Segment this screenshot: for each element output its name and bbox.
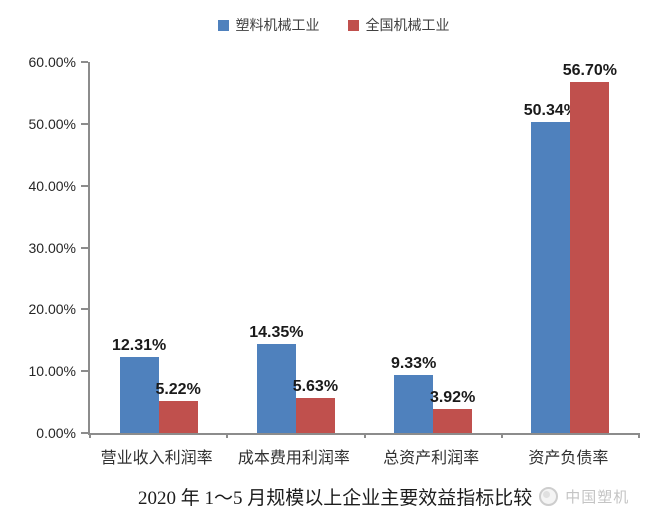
bar-group-3: 9.33% 3.92% [365, 62, 502, 433]
bar-blue-1 [119, 356, 159, 433]
bar-red-2 [295, 398, 335, 433]
bar-red-3 [433, 408, 473, 433]
y-axis-tick [81, 61, 88, 63]
y-axis-tick [81, 432, 88, 434]
caption: 2020 年 1～5 月规模以上企业主要效益指标比较 中国塑机 [138, 483, 629, 510]
bar-blue-3 [394, 375, 434, 433]
bar-wrap: 5.63% [292, 62, 339, 433]
bar-wrap: 5.22% [155, 62, 201, 433]
bar-red-4 [570, 82, 610, 433]
plot-area: 12.31% 5.22% 14.35% 5.63% 9.33% 3.92% 50.34% 56… [81, 61, 640, 438]
legend-label-plastic-machinery: 塑料机械工业 [235, 19, 320, 34]
data-label: 9.33% [390, 355, 437, 373]
legend-swatch-red-icon [347, 19, 359, 31]
y-axis-tick [81, 370, 88, 373]
legend-label-national-machinery: 全国机械工业 [365, 19, 450, 34]
x-axis-category-label: 资产负债率 [528, 450, 609, 467]
bar-wrap: 56.70% [563, 62, 617, 433]
y-axis-tick [81, 246, 88, 249]
data-label: 50.34% [523, 101, 579, 119]
y-axis-tick-label: 0.00% [36, 425, 76, 441]
bar-wrap: 9.33% [390, 62, 437, 433]
bar-blue-4 [531, 121, 571, 433]
y-axis-tick [81, 184, 88, 187]
bar-wrap: 12.31% [112, 62, 166, 433]
y-axis-tick-label: 20.00% [28, 301, 76, 318]
bar-wrap: 14.35% [249, 62, 304, 433]
x-axis-tick [363, 433, 366, 438]
data-label: 14.35% [249, 324, 304, 342]
x-axis-tick [89, 433, 91, 438]
bar-group-2: 14.35% 5.63% [227, 62, 364, 433]
watermark-text: 中国塑机 [565, 490, 630, 506]
data-label: 5.63% [292, 378, 339, 396]
x-axis-category-label: 成本费用利润率 [237, 450, 350, 467]
bar-wrap: 3.92% [429, 62, 476, 433]
x-axis-tick [226, 433, 229, 438]
bar-group-1: 12.31% 5.22% [90, 62, 227, 433]
x-axis-category-label: 总资产利润率 [383, 450, 480, 467]
data-label: 3.92% [429, 388, 476, 406]
data-label: 12.31% [112, 336, 167, 354]
y-axis-tick-label: 30.00% [28, 239, 76, 256]
y-axis-tick-label: 50.00% [28, 115, 76, 132]
x-axis-labels: 营业收入利润率 成本费用利润率 总资产利润率 资产负债率 [88, 444, 637, 468]
legend-item-national-machinery: 全国机械工业 [347, 15, 450, 35]
y-axis-tick [81, 308, 88, 311]
chart-legend: 塑料机械工业 全国机械工业 [0, 15, 667, 35]
bar-red-1 [158, 400, 198, 433]
y-axis-tick [81, 122, 88, 125]
chart-title: 2020 年 1～5 月规模以上企业主要效益指标比较 [138, 488, 533, 509]
data-label: 56.70% [562, 62, 618, 80]
bar-blue-2 [256, 344, 296, 433]
legend-item-plastic-machinery: 塑料机械工业 [217, 15, 320, 35]
x-axis-tick [500, 433, 503, 438]
watermark-logo-icon [539, 487, 559, 506]
y-axis-labels: 60.00% 50.00% 40.00% 30.00% 20.00% 10.00% 0.00… [0, 54, 76, 441]
data-label: 5.22% [155, 380, 201, 398]
bar-wrap: 50.34% [524, 62, 578, 433]
y-axis-tick-label: 40.00% [28, 177, 76, 194]
x-axis-tick [638, 433, 640, 438]
y-axis-tick-label: 60.00% [28, 54, 76, 70]
legend-swatch-blue-icon [217, 19, 229, 31]
x-axis-category-label: 营业收入利润率 [100, 450, 213, 467]
y-axis-tick-label: 10.00% [28, 363, 76, 380]
bar-group-4: 50.34% 56.70% [502, 62, 639, 433]
